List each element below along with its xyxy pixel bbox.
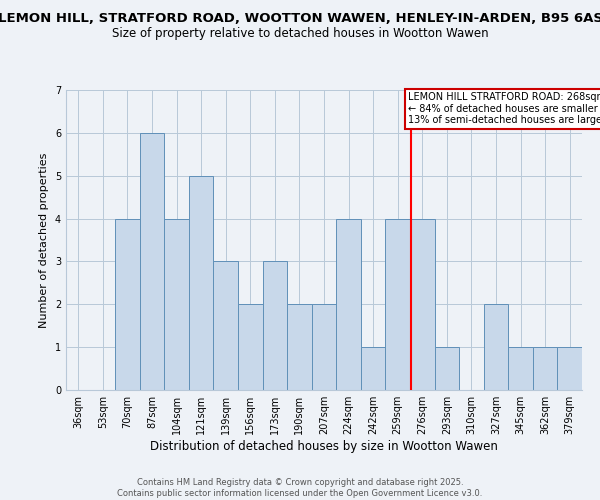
Bar: [214, 262, 238, 390]
Bar: [238, 304, 263, 390]
Bar: [508, 347, 533, 390]
Bar: [164, 218, 189, 390]
Text: Contains HM Land Registry data © Crown copyright and database right 2025.
Contai: Contains HM Land Registry data © Crown c…: [118, 478, 482, 498]
Bar: [410, 218, 434, 390]
Bar: [336, 218, 361, 390]
Bar: [189, 176, 214, 390]
Text: LEMON HILL STRATFORD ROAD: 268sqm
← 84% of detached houses are smaller (38)
13% : LEMON HILL STRATFORD ROAD: 268sqm ← 84% …: [408, 92, 600, 126]
Bar: [484, 304, 508, 390]
Bar: [287, 304, 312, 390]
Bar: [361, 347, 385, 390]
Bar: [312, 304, 336, 390]
X-axis label: Distribution of detached houses by size in Wootton Wawen: Distribution of detached houses by size …: [150, 440, 498, 453]
Bar: [557, 347, 582, 390]
Text: LEMON HILL, STRATFORD ROAD, WOOTTON WAWEN, HENLEY-IN-ARDEN, B95 6AS: LEMON HILL, STRATFORD ROAD, WOOTTON WAWE…: [0, 12, 600, 26]
Y-axis label: Number of detached properties: Number of detached properties: [40, 152, 49, 328]
Bar: [263, 262, 287, 390]
Bar: [434, 347, 459, 390]
Bar: [385, 218, 410, 390]
Bar: [115, 218, 140, 390]
Bar: [140, 133, 164, 390]
Text: Size of property relative to detached houses in Wootton Wawen: Size of property relative to detached ho…: [112, 28, 488, 40]
Bar: [533, 347, 557, 390]
